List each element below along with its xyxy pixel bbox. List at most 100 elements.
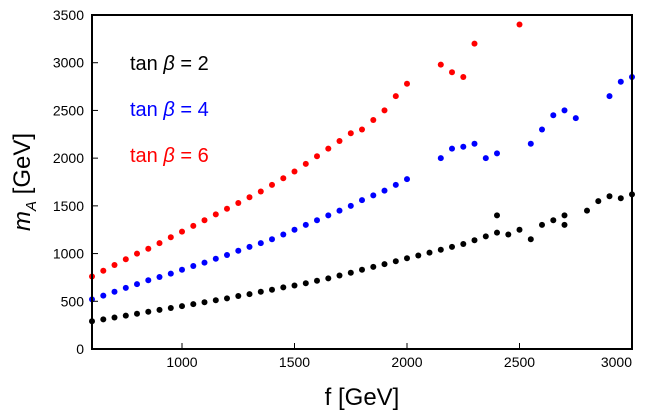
series-1-point-29: [404, 255, 410, 262]
series-1-point-31: [426, 249, 433, 256]
series-2-point-41: [606, 93, 613, 100]
series-1-point-6: [145, 308, 152, 315]
legend-entry-2: tan β = 4: [130, 99, 209, 121]
series-3-point-33: [471, 40, 478, 47]
series-1-point-7: [156, 306, 163, 313]
series-2-point-6: [145, 277, 152, 284]
series-1-point-8: [167, 305, 174, 311]
x-axis-title: f [GeV]: [325, 384, 400, 411]
series-3-point-17: [269, 181, 275, 188]
series-3-point-5: [134, 250, 140, 257]
y-axis-title-main: m: [9, 211, 36, 231]
series-3-point-15: [246, 194, 253, 201]
series-1-point-17: [269, 286, 275, 293]
series-1-point-35: [471, 237, 478, 244]
series-2-point-14: [235, 247, 242, 254]
series-2-point-7: [156, 274, 163, 280]
series-2-point-30: [437, 155, 444, 162]
series-1-point-46: [617, 195, 624, 202]
series-2-point-36: [527, 140, 534, 147]
series-3-point-2: [100, 267, 107, 274]
series-3-point-9: [179, 228, 185, 235]
y-axis-title-subscript: A: [23, 201, 40, 212]
legend-entry-prefix: tan: [130, 99, 163, 121]
series-3-point-6: [145, 245, 152, 252]
series-1-point-48: [494, 212, 500, 219]
series-3-point-20: [302, 160, 309, 167]
series-1-point-3: [111, 314, 118, 321]
series-2-point-13: [224, 252, 230, 258]
series-3-point-23: [336, 138, 343, 144]
data-points: [89, 21, 635, 325]
y-axis-title-unit: [GeV]: [9, 133, 36, 201]
series-2-point-35: [494, 150, 500, 157]
series-1-point-2: [100, 316, 107, 323]
series-2-point-38: [550, 112, 557, 119]
series-3-point-18: [280, 175, 287, 182]
series-1-point-23: [336, 272, 343, 279]
series-2-point-15: [246, 243, 253, 250]
series-1-point-38: [505, 231, 512, 238]
legend-entry-prefix: tan: [130, 53, 163, 75]
series-3-point-16: [257, 188, 264, 195]
y-tick-label: 1500: [53, 198, 84, 214]
series-2-point-28: [392, 181, 399, 188]
series-3-point-3: [111, 262, 118, 268]
series-2-point-19: [291, 226, 298, 233]
series-2-point-17: [269, 236, 275, 243]
series-3-point-32: [460, 74, 467, 80]
legend-entry-suffix: = 6: [175, 145, 209, 167]
series-1-point-11: [201, 299, 208, 306]
series-1-point-4: [122, 312, 129, 319]
series-2-point-34: [482, 155, 489, 162]
series-2-point-39: [561, 107, 568, 114]
series-2-point-29: [404, 176, 410, 183]
series-3-point-19: [291, 168, 298, 175]
series-1-point-45: [606, 193, 613, 200]
series-1-point-40: [539, 221, 545, 228]
series-3-point-21: [314, 153, 320, 160]
series-1-point-44: [595, 198, 602, 205]
series-3-point-22: [325, 145, 332, 152]
legend-entry-symbol: β: [162, 99, 174, 121]
series-2-point-24: [347, 202, 354, 209]
series-1-point-14: [235, 293, 242, 299]
series-3-point-31: [449, 69, 455, 76]
y-tick-label: 3000: [53, 55, 84, 71]
series-1-point-10: [190, 301, 197, 308]
x-tick-label: 3000: [601, 354, 632, 370]
series-1-point-22: [325, 275, 332, 282]
legend-entry-3: tan β = 6: [130, 145, 209, 167]
series-2-point-18: [280, 231, 287, 238]
series-2-point-23: [336, 207, 343, 214]
series-2-point-12: [212, 255, 219, 262]
series-1-point-12: [212, 297, 219, 304]
series-1-point-19: [291, 282, 298, 289]
series-1-point-9: [179, 303, 185, 310]
series-3-point-26: [370, 117, 377, 123]
series-1-point-42: [561, 212, 568, 219]
series-1-point-24: [347, 269, 354, 276]
legend-entry-suffix: = 2: [175, 53, 209, 75]
series-3-point-12: [212, 211, 219, 218]
y-tick-label: 0: [76, 341, 84, 357]
series-2-point-4: [122, 284, 129, 291]
series-1-point-27: [381, 261, 388, 268]
series-3-point-10: [190, 222, 197, 229]
series-1-point-49: [561, 221, 568, 228]
series-2-point-26: [370, 192, 377, 199]
series-2-point-21: [314, 217, 320, 224]
x-tick-label: 1000: [166, 354, 197, 370]
series-2-point-25: [359, 197, 365, 204]
series-2-point-40: [572, 115, 579, 122]
series-2-point-33: [471, 140, 478, 147]
series-1-point-36: [482, 233, 489, 240]
series-1-point-21: [314, 277, 320, 284]
x-tick-label: 2500: [504, 354, 535, 370]
series-3-point-13: [224, 205, 230, 212]
legend-entry-suffix: = 4: [175, 99, 209, 121]
y-tick-label: 500: [61, 293, 85, 309]
series-3-point-4: [122, 256, 129, 263]
series-3-point-14: [235, 200, 242, 206]
series-1-point-28: [392, 258, 399, 265]
